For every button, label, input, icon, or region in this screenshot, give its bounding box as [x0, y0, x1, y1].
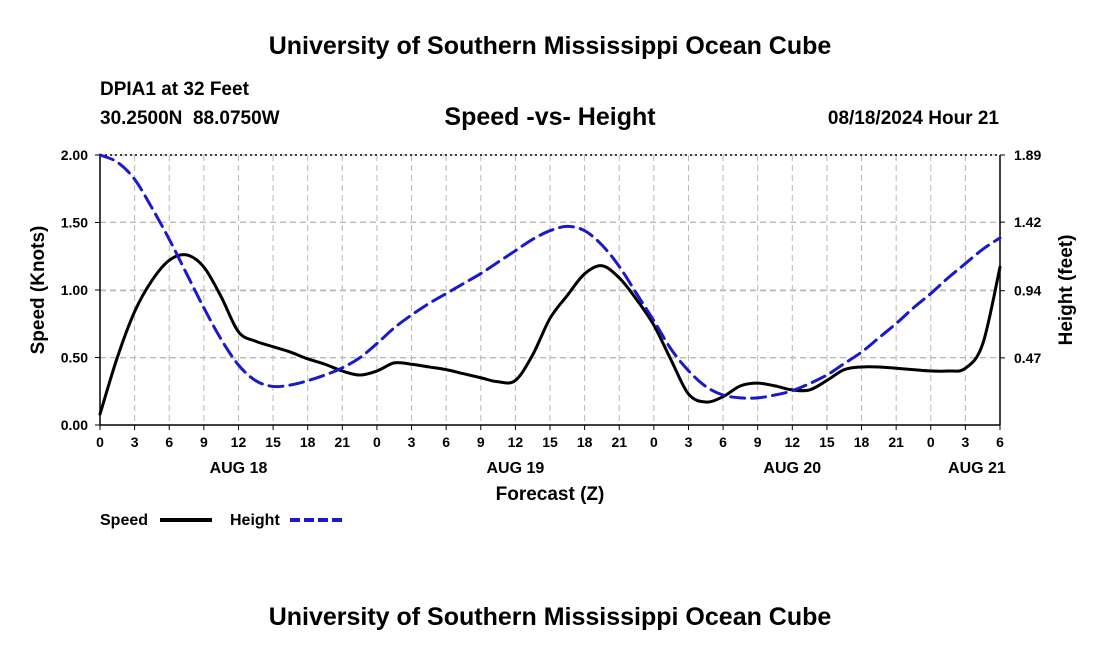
x-tick-label: 12	[231, 434, 247, 450]
date-label: AUG 18	[210, 460, 268, 477]
series-line-speed	[98, 253, 1002, 416]
chart-title: Speed -vs- Height	[444, 103, 656, 131]
x-tick-label: 18	[854, 434, 870, 450]
series-line-height	[98, 153, 1002, 400]
x-tick-label: 21	[335, 434, 351, 450]
x-tick-label: 0	[650, 434, 658, 450]
x-tick-label: 3	[408, 434, 416, 450]
x-tick-label: 12	[508, 434, 524, 450]
y-axis-label: Speed (Knots)	[28, 226, 49, 355]
legend-label-height: Height	[230, 512, 280, 529]
x-tick-label: 15	[819, 434, 835, 450]
axes	[95, 154, 1005, 430]
y-tick-label: 1.50	[61, 215, 88, 231]
x-tick-label: 0	[373, 434, 381, 450]
station-label: DPIA1 at 32 Feet	[100, 79, 250, 100]
x-tick-label: 9	[200, 434, 208, 450]
x-tick-label: 3	[961, 434, 969, 450]
x-tick-label: 9	[477, 434, 485, 450]
x-tick-label: 6	[996, 434, 1004, 450]
x-tick-label: 6	[442, 434, 450, 450]
grid	[99, 154, 1001, 426]
x-tick-label: 0	[96, 434, 104, 450]
x-tick-label: 18	[300, 434, 316, 450]
x-tick-label: 6	[719, 434, 727, 450]
x-tick-label: 6	[165, 434, 173, 450]
y-tick-label: 1.00	[61, 282, 88, 298]
date-label: AUG 20	[763, 460, 821, 477]
x-tick-label: 15	[265, 434, 281, 450]
x-tick-label: 3	[131, 434, 139, 450]
y-tick-label: 2.00	[61, 147, 88, 163]
x-tick-label: 18	[577, 434, 593, 450]
date-label: 08/18/2024 Hour 21	[828, 108, 1000, 129]
page-title: University of Southern Mississippi Ocean…	[269, 32, 832, 60]
x-tick-label: 21	[611, 434, 627, 450]
legend: Speed Height	[100, 512, 342, 529]
y-tick-label: 0.00	[61, 417, 88, 433]
series-group	[98, 153, 1002, 416]
x-tick-label: 15	[542, 434, 558, 450]
date-label: AUG 21	[948, 460, 1006, 477]
footer-title: University of Southern Mississippi Ocean…	[269, 603, 832, 631]
tick-labels: 0 3 6 9 12 15 18 21 0 3 6 9 12 15 18 21 0 3 6 9 12 15 18 21 0 3 6 A…	[61, 147, 1042, 477]
x-axis-label: Forecast (Z)	[496, 484, 605, 505]
y2-tick-label: 1.89	[1014, 147, 1041, 163]
coordinates-label: 30.2500N 88.0750W	[100, 108, 280, 129]
date-label: AUG 19	[486, 460, 544, 477]
y2-tick-label: 1.42	[1014, 214, 1041, 230]
y2-axis-label: Height (feet)	[1056, 235, 1077, 346]
x-tick-label: 3	[685, 434, 693, 450]
x-tick-label: 12	[785, 434, 801, 450]
y2-tick-label: 0.94	[1014, 283, 1041, 299]
y2-tick-label: 0.47	[1014, 350, 1041, 366]
legend-label-speed: Speed	[100, 512, 148, 529]
y-tick-label: 0.50	[61, 350, 88, 366]
x-tick-label: 9	[754, 434, 762, 450]
x-tick-label: 21	[888, 434, 904, 450]
x-tick-label: 0	[927, 434, 935, 450]
